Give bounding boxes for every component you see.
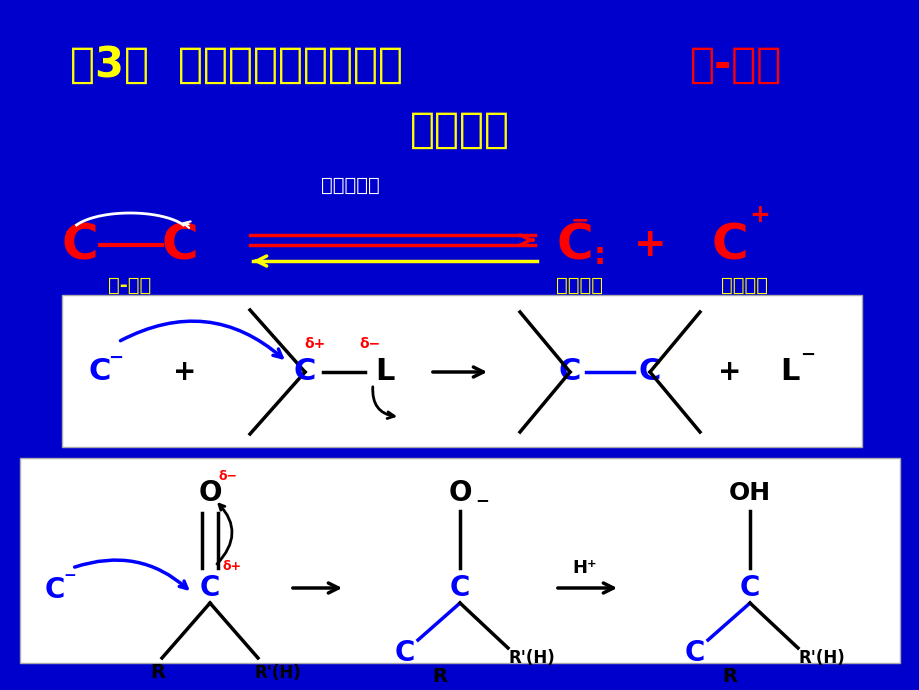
Text: +: + [633, 226, 665, 264]
Text: C: C [449, 574, 470, 602]
Text: +: + [749, 203, 769, 227]
Text: C: C [162, 221, 199, 269]
Text: −: − [63, 569, 76, 584]
Text: 碳亲电体: 碳亲电体 [720, 275, 767, 295]
Text: R: R [432, 667, 447, 685]
Text: 离子型切断: 离子型切断 [321, 175, 379, 195]
Text: C: C [638, 357, 661, 386]
Text: 形成方法: 形成方法 [410, 109, 509, 151]
Text: δ−: δ− [359, 337, 380, 351]
Text: C: C [739, 574, 759, 602]
Text: C: C [556, 221, 593, 269]
Text: 碳亲核体: 碳亲核体 [556, 275, 603, 295]
Text: OH: OH [728, 481, 770, 505]
Text: H⁺: H⁺ [572, 559, 596, 577]
Text: C: C [711, 221, 747, 269]
Text: δ+: δ+ [304, 337, 325, 351]
FancyBboxPatch shape [62, 295, 861, 447]
Text: R'(H): R'(H) [798, 649, 845, 667]
Text: C: C [293, 357, 316, 386]
Text: R'(H): R'(H) [508, 649, 555, 667]
Text: :: : [594, 241, 606, 270]
FancyBboxPatch shape [20, 458, 899, 663]
Text: −: − [474, 491, 488, 509]
Text: C: C [199, 574, 220, 602]
Text: −: − [570, 210, 589, 230]
Text: +: + [173, 358, 197, 386]
Text: O: O [448, 479, 471, 507]
Text: C: C [62, 221, 98, 269]
Text: −: − [800, 346, 814, 364]
Text: −: − [108, 349, 123, 367]
Text: C: C [558, 357, 581, 386]
Text: L: L [375, 357, 394, 386]
Text: C: C [684, 639, 705, 667]
Text: 碳-碳键: 碳-碳键 [689, 44, 781, 86]
Text: O: O [198, 479, 221, 507]
Text: δ−: δ− [219, 469, 237, 482]
Text: R: R [721, 667, 737, 685]
Text: R'(H): R'(H) [255, 664, 301, 682]
Text: C: C [394, 639, 414, 667]
Text: 第3章  基于金属有机试剂的: 第3章 基于金属有机试剂的 [70, 44, 403, 86]
Text: C: C [89, 357, 111, 386]
Text: R: R [151, 664, 165, 682]
Text: +: + [718, 358, 741, 386]
Text: 碳-碳键: 碳-碳键 [108, 275, 152, 295]
Text: L: L [779, 357, 799, 386]
Text: C: C [45, 576, 65, 604]
Text: δ+: δ+ [222, 560, 242, 573]
